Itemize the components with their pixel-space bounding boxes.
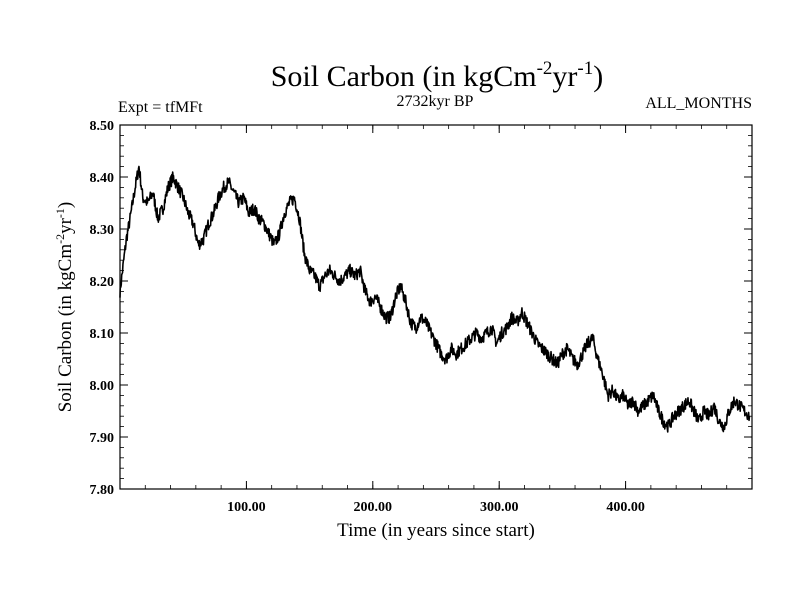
x-axis: 100.00 200.00 300.00 400.00 bbox=[144, 125, 728, 515]
chart-title-mid: yr bbox=[552, 60, 577, 93]
y-tick-label: 8.40 bbox=[90, 171, 115, 186]
chart-title-exp1: -2 bbox=[537, 58, 553, 79]
y-axis-label-exp2: -1 bbox=[53, 208, 67, 218]
subtitle-months: ALL_MONTHS bbox=[645, 95, 752, 112]
chart-title: Soil Carbon (in kgCm-2yr-1) bbox=[271, 58, 604, 93]
chart-title-exp2: -1 bbox=[577, 58, 593, 79]
x-axis-label: Time (in years since start) bbox=[337, 520, 535, 541]
y-axis-label: Soil Carbon (in kgCm-2yr-1) bbox=[53, 202, 76, 413]
chart-title-base: Soil Carbon (in kgCm bbox=[271, 60, 537, 93]
y-tick-label: 8.00 bbox=[90, 379, 115, 394]
plot-frame bbox=[119, 124, 753, 490]
series-layer bbox=[119, 165, 751, 433]
y-axis: 7.80 7.90 8.00 8.10 8.20 8.30 8.40 8.50 bbox=[90, 119, 752, 498]
x-tick-label: 100.00 bbox=[227, 500, 266, 515]
y-tick-label: 8.10 bbox=[90, 327, 115, 342]
y-axis-label-end: ) bbox=[55, 202, 76, 208]
x-tick-label: 200.00 bbox=[354, 500, 393, 515]
x-tick-label: 300.00 bbox=[480, 500, 519, 515]
y-tick-label: 8.30 bbox=[90, 223, 115, 238]
y-tick-label: 8.20 bbox=[90, 275, 115, 290]
y-tick-label: 8.50 bbox=[90, 119, 115, 134]
subtitle-period: 2732kyr BP bbox=[397, 93, 474, 110]
series-line bbox=[119, 165, 751, 433]
chart-title-end: ) bbox=[593, 60, 603, 93]
x-tick-label: 400.00 bbox=[606, 500, 645, 515]
y-tick-label: 7.90 bbox=[90, 431, 115, 446]
y-axis-label-mid: yr bbox=[55, 217, 76, 234]
y-tick-label: 7.80 bbox=[90, 483, 115, 498]
subtitle-experiment: Expt = tfMFt bbox=[118, 99, 203, 116]
y-axis-label-base: Soil Carbon (in kgCm bbox=[55, 244, 76, 413]
y-axis-label-exp1: -2 bbox=[53, 234, 67, 244]
